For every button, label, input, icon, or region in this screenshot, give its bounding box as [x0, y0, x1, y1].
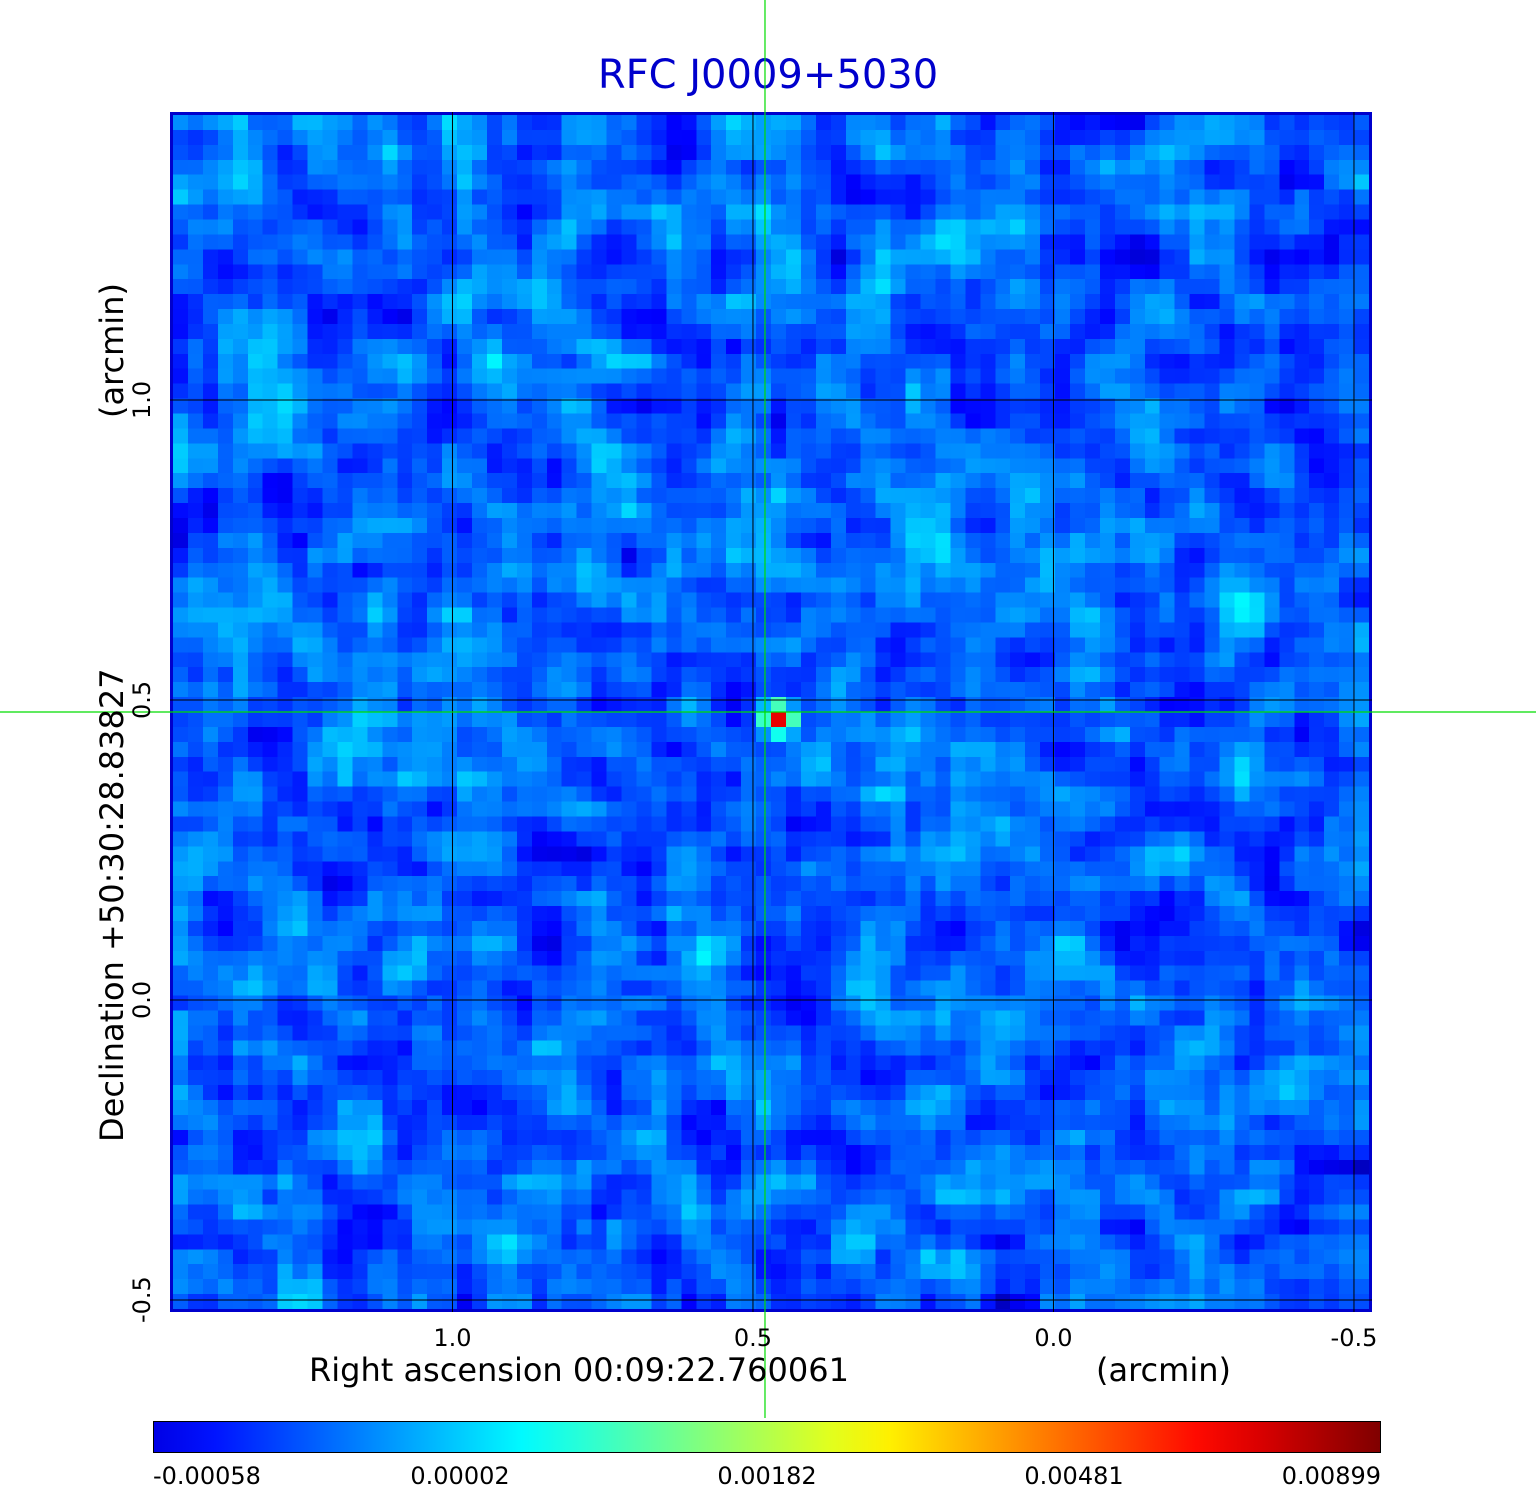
x-axis-unit: (arcmin) — [1096, 1351, 1231, 1389]
colorbar-tick-label: 0.00002 — [410, 1462, 510, 1490]
y-tick-label: 1.0 — [128, 380, 156, 420]
image-plot-area — [170, 112, 1372, 1312]
colorbar-tick-label: 0.00481 — [1024, 1462, 1124, 1490]
colorbar-tick-label: -0.00058 — [153, 1462, 261, 1490]
x-tick-label: 0.0 — [1034, 1324, 1073, 1352]
chart-title: RFC J0009+5030 — [597, 52, 939, 98]
intensity-map — [173, 115, 1369, 1309]
y-tick-label: 0.0 — [128, 980, 156, 1020]
x-tick-label: 0.5 — [733, 1324, 773, 1352]
x-tick-label: 1.0 — [433, 1324, 472, 1352]
colorbar — [153, 1421, 1381, 1453]
x-tick-label: -0.5 — [1330, 1324, 1378, 1352]
y-axis-unit: (arcmin) — [93, 283, 131, 418]
x-axis-label: Right ascension 00:09:22.760061 — [309, 1351, 849, 1389]
colorbar-tick-label: 0.00899 — [1281, 1462, 1381, 1490]
y-axis-label: Declination +50:30:28.83827 — [93, 668, 131, 1142]
colorbar-tick-label: 0.00182 — [717, 1462, 817, 1490]
y-tick-label: 0.5 — [128, 680, 156, 720]
y-tick-label: -0.5 — [128, 1276, 156, 1324]
